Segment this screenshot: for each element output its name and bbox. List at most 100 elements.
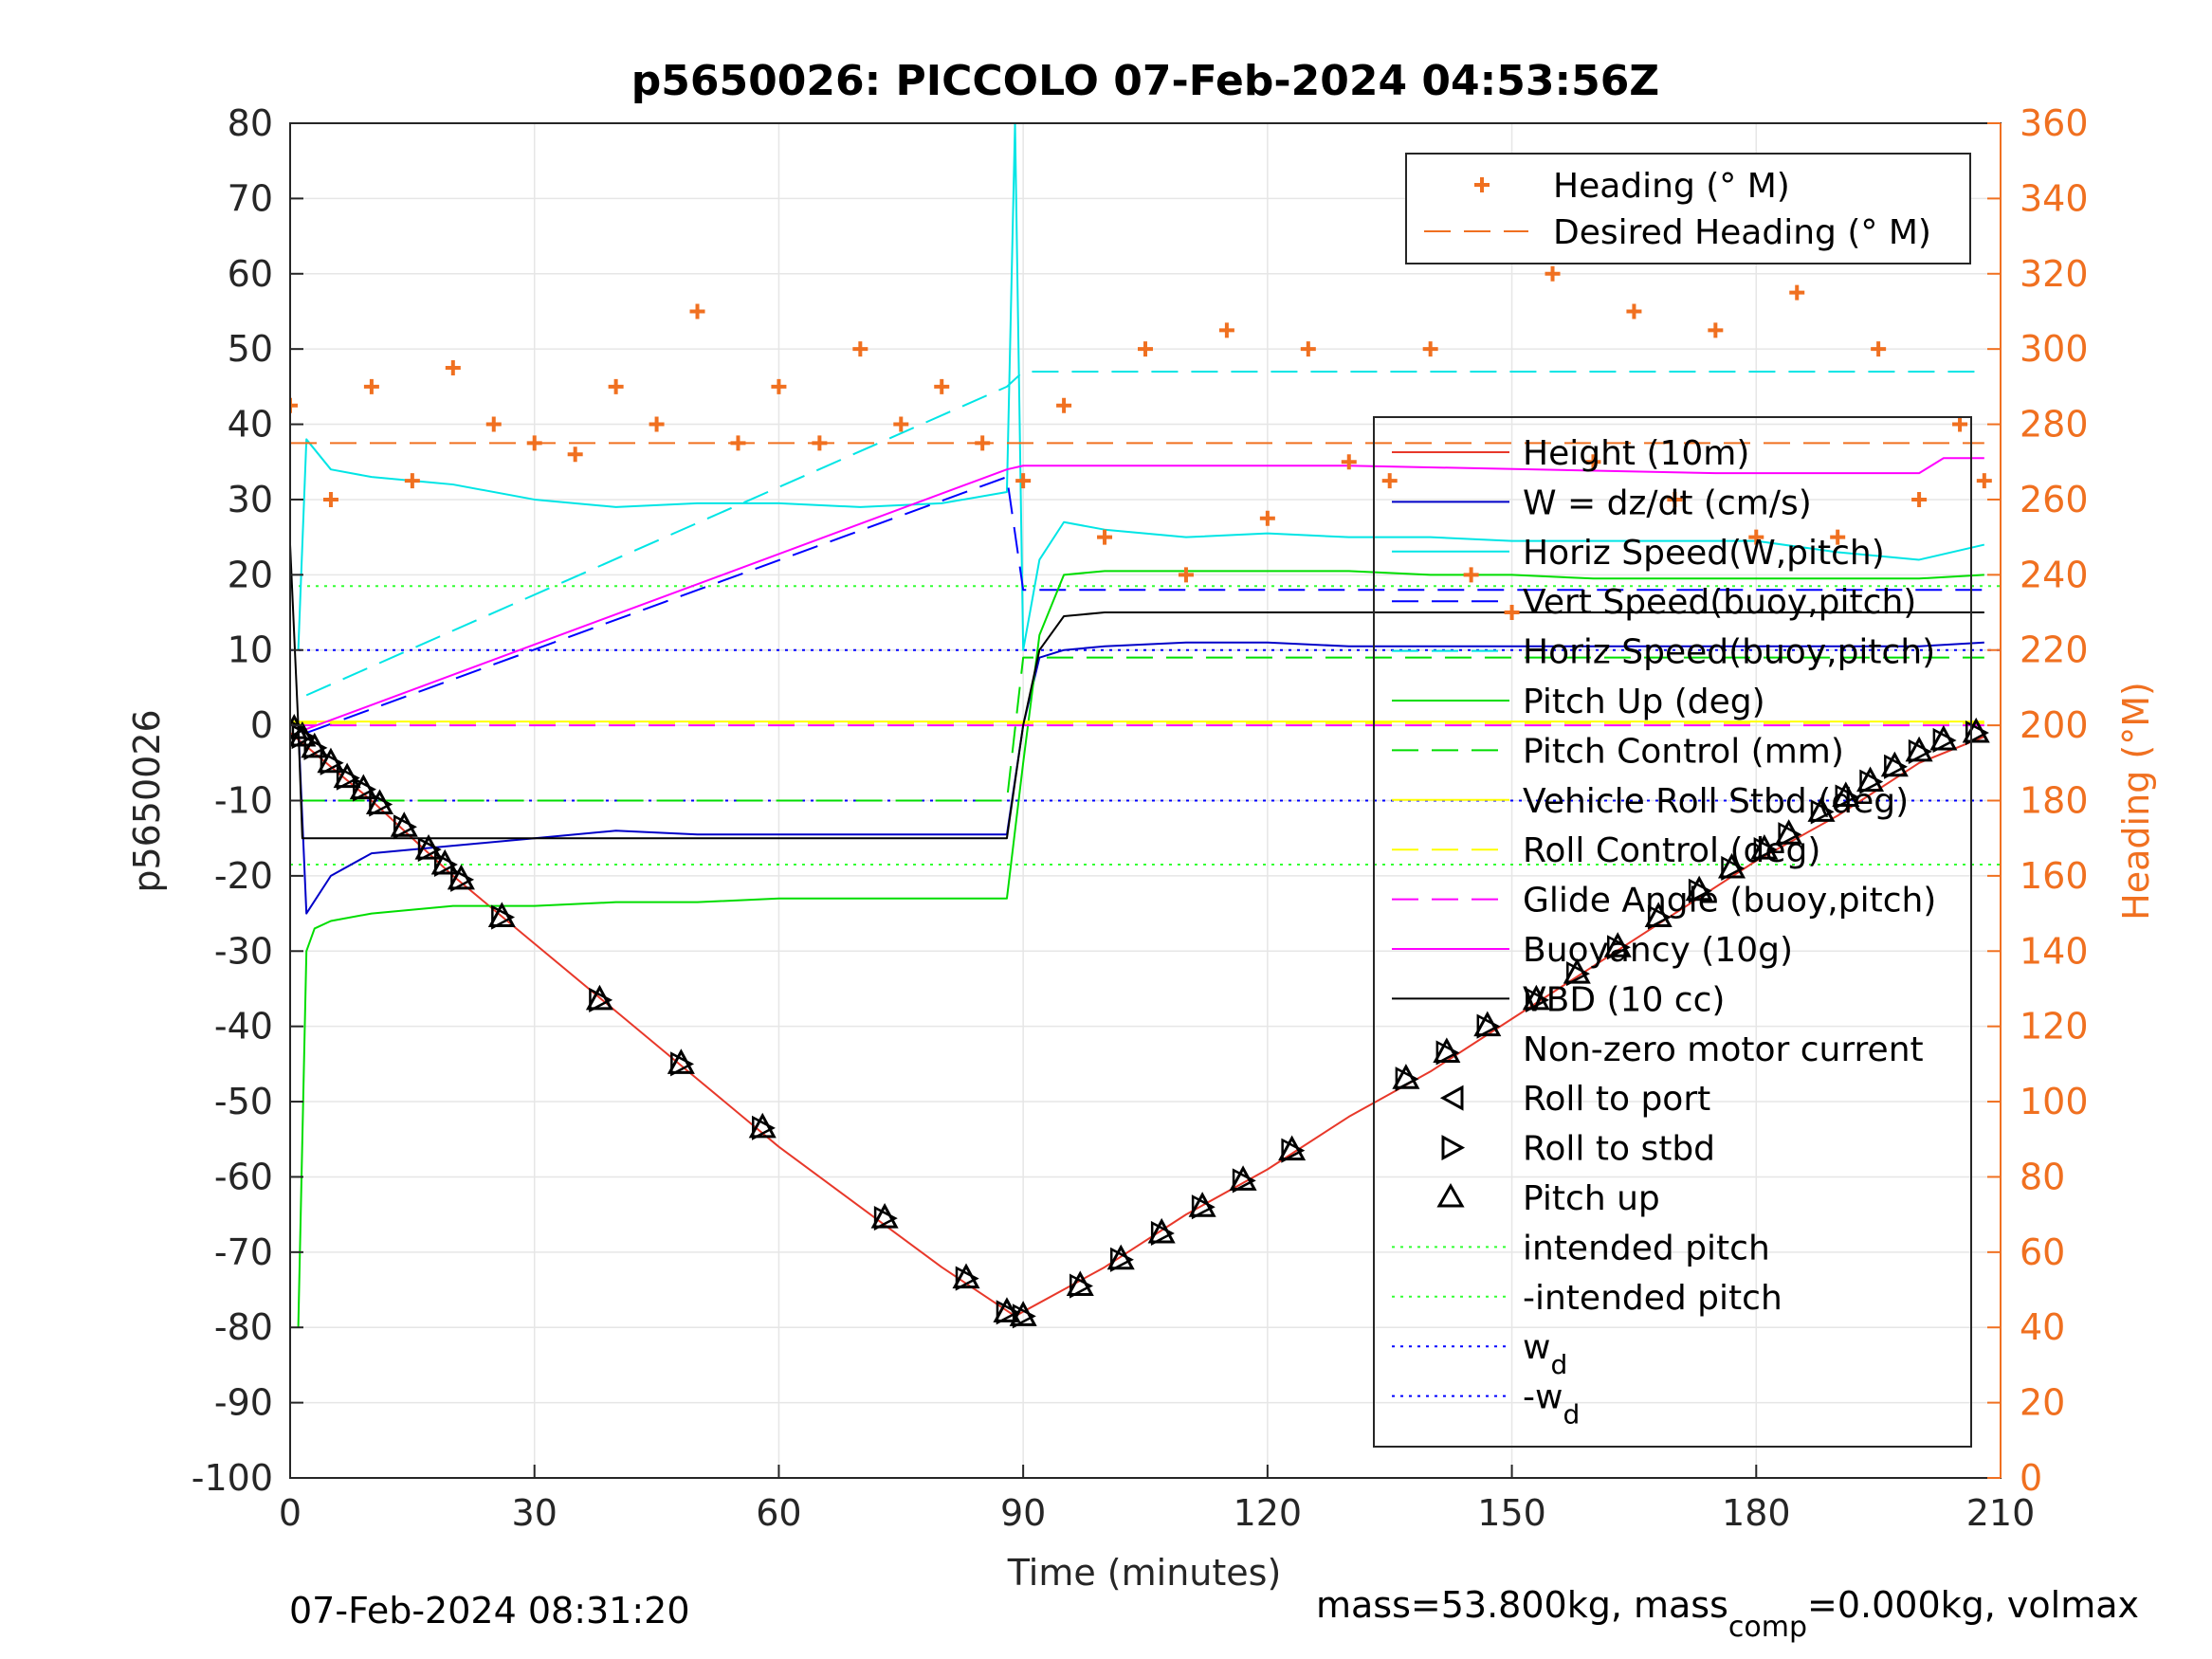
heading-marker: [290, 397, 298, 413]
heading-marker: [1300, 341, 1316, 357]
heading-marker: [1976, 473, 1992, 489]
roll-to-stbd-marker: [417, 837, 442, 863]
y-tick-label-16: 60: [228, 253, 273, 295]
heading-marker: [893, 416, 909, 432]
heading-marker: [689, 303, 705, 319]
heading-marker: [1830, 529, 1846, 545]
y-right-tick-label-16: 320: [2020, 253, 2089, 295]
x-tick-label-5: 150: [1477, 1492, 1546, 1534]
y-right-tick-label-4: 80: [2020, 1156, 2065, 1197]
chart-title: p5650026: PICCOLO 07-Feb-2024 04:53:56Z: [631, 57, 1659, 105]
roll-to-stbd-marker: [1012, 1304, 1036, 1329]
heading-marker: [363, 378, 379, 394]
legend-main: Height (10m) W = dz/dt (cm/s) Horiz Speed(…: [1373, 416, 1972, 1448]
series-line-10: [305, 457, 1984, 731]
y-right-tick-label-17: 340: [2020, 177, 2089, 219]
series-line-4: [305, 370, 1984, 697]
legend-label-11: VBD (10 cc): [1523, 980, 1725, 1019]
series-line-5: [297, 570, 1984, 1328]
roll-to-stbd-marker: [1435, 1040, 1460, 1066]
heading-marker: [649, 416, 665, 432]
roll-to-stbd-marker: [290, 720, 307, 738]
roll-to-stbd-marker: [996, 1300, 1020, 1325]
heading-marker: [730, 435, 746, 451]
heading-marker: [934, 378, 950, 394]
roll-to-stbd-marker: [1150, 1220, 1175, 1247]
roll-to-stbd-marker: [1688, 878, 1712, 903]
series-line-6: [298, 656, 1984, 802]
heading-marker: [608, 378, 624, 394]
x-tick-label-2: 60: [756, 1492, 801, 1534]
legend-label-2: Horiz Speed(W,pitch): [1523, 534, 1885, 573]
y-tick-label-3: -70: [214, 1231, 273, 1273]
roll-to-stbd-marker: [1476, 1013, 1501, 1039]
roll-to-stbd-marker: [1281, 1138, 1306, 1163]
roll-to-stbd-marker: [589, 987, 613, 1012]
heading-marker: [1789, 284, 1805, 301]
roll-to-stbd-marker: [1859, 769, 1884, 794]
heading-marker: [1626, 303, 1642, 319]
legend-label-13: Roll to port: [1523, 1080, 1710, 1119]
legend-heading-label-1: Desired Heading (° M): [1553, 213, 1931, 252]
legend-label-subscript: d: [1563, 1399, 1580, 1431]
heading-marker: [852, 341, 868, 357]
roll-to-stbd-marker: [336, 765, 360, 791]
roll-to-stbd-marker: [751, 1115, 776, 1140]
y-tick-label-5: -50: [214, 1081, 273, 1122]
y-right-tick-label-6: 120: [2020, 1006, 2089, 1048]
heading-marker: [1056, 397, 1072, 413]
y-right-tick-label-7: 140: [2020, 930, 2089, 972]
roll-to-stbd-marker: [393, 814, 417, 840]
x-tick-label-6: 180: [1722, 1492, 1791, 1534]
legend-heading: Heading (° M) Desired Heading (° M): [1405, 153, 1971, 264]
roll-to-stbd-marker: [1932, 727, 1957, 754]
legend-heading-box: [1405, 153, 1971, 264]
y-tick-label-2: -80: [214, 1306, 273, 1348]
mass-info: mass=53.800kg, masscomp=0.000kg, volmax: [1316, 1584, 2139, 1644]
legend-roll-port-icon: [1439, 1085, 1464, 1111]
heading-marker: [1911, 491, 1928, 507]
y-right-tick-label-2: 40: [2020, 1306, 2065, 1348]
roll-to-stbd-marker: [1395, 1066, 1419, 1092]
y-tick-label-7: -30: [214, 930, 273, 972]
y-right-tick-label-3: 60: [2020, 1231, 2065, 1273]
legend-label-17: -intended pitch: [1523, 1279, 1782, 1318]
legend-label-3: Vert Speed(buoy,pitch): [1523, 583, 1916, 622]
legend-label-15: Pitch up: [1523, 1179, 1660, 1218]
roll-to-stbd-marker: [1647, 904, 1672, 930]
y-right-tick-label-0: 0: [2020, 1457, 2042, 1499]
legend-main-box: [1373, 416, 1972, 1448]
y-right-tick-label-12: 240: [2020, 554, 2089, 595]
heading-marker: [404, 473, 420, 489]
heading-marker: [445, 360, 461, 376]
y-tick-label-8: -20: [214, 855, 273, 897]
heading-marker: [1259, 510, 1275, 526]
legend-label-9: Glide Angle (buoy,pitch): [1523, 882, 1936, 921]
y-tick-label-9: -10: [214, 780, 273, 822]
heading-marker: [567, 447, 583, 463]
heading-marker: [1422, 341, 1438, 357]
series-line-1: [297, 641, 1984, 915]
roll-to-stbd-marker: [291, 723, 316, 750]
roll-to-stbd-marker: [1835, 784, 1859, 810]
y-right-tick-label-11: 220: [2020, 629, 2089, 671]
heading-marker: [771, 378, 787, 394]
heading-marker: [1015, 473, 1032, 489]
mass-info-sub: comp: [1728, 1611, 1807, 1644]
y-right-tick-label-18: 360: [2020, 102, 2089, 144]
legend-heading-label-0: Heading (° M): [1553, 167, 1790, 206]
roll-to-stbd-marker: [1721, 855, 1746, 882]
mass-info-main: mass=53.800kg, mass: [1316, 1584, 1728, 1626]
heading-marker: [1463, 567, 1479, 583]
roll-to-stbd-marker: [320, 750, 344, 775]
y-right-axis-label: Heading (°M): [2115, 682, 2157, 921]
roll-to-stbd-marker: [1232, 1168, 1256, 1194]
y-tick-label-10: 0: [250, 704, 273, 746]
y-right-tick-label-8: 160: [2020, 855, 2089, 897]
y-right-tick-label-13: 260: [2020, 479, 2089, 520]
heading-marker: [1341, 454, 1357, 470]
roll-to-stbd-marker: [1566, 961, 1590, 987]
series-line-11: [290, 544, 1984, 840]
roll-to-stbd-marker: [1810, 799, 1835, 825]
